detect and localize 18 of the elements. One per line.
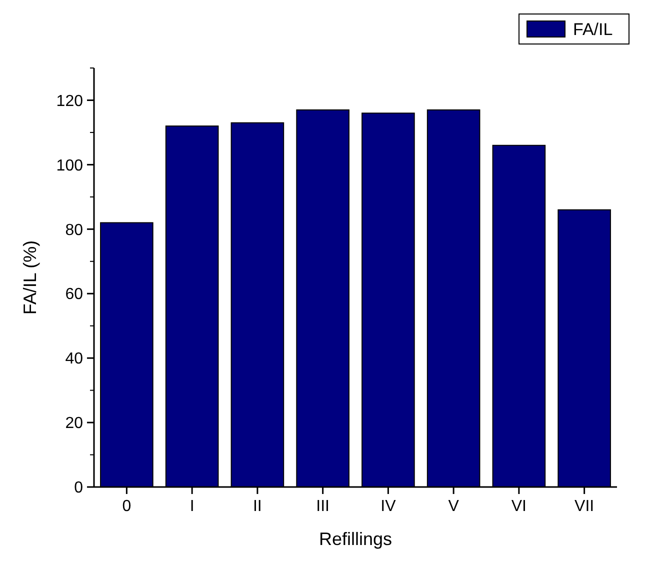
y-tick-label: 100: [56, 157, 84, 174]
legend-label: FA/IL: [573, 20, 613, 39]
x-tick-label: I: [190, 498, 194, 515]
x-tick-label: VII: [574, 498, 594, 515]
x-tick-label: IV: [380, 498, 396, 515]
x-tick-label: 0: [122, 498, 132, 515]
y-tick-label: 60: [65, 286, 84, 304]
y-tick-label: 80: [65, 222, 84, 239]
y-tick-label: 0: [74, 480, 84, 497]
x-tick-label: VI: [511, 498, 526, 515]
x-tick-label: V: [448, 498, 460, 515]
y-tick-label: 120: [56, 92, 84, 110]
x-axis-title: Refillings: [318, 529, 392, 549]
x-tick-label: III: [316, 498, 330, 515]
y-tick-label: 40: [65, 350, 84, 368]
y-axis-title: FA/IL (%): [20, 240, 40, 315]
x-tick-label: II: [252, 498, 262, 515]
y-tick-label: 20: [65, 415, 84, 432]
